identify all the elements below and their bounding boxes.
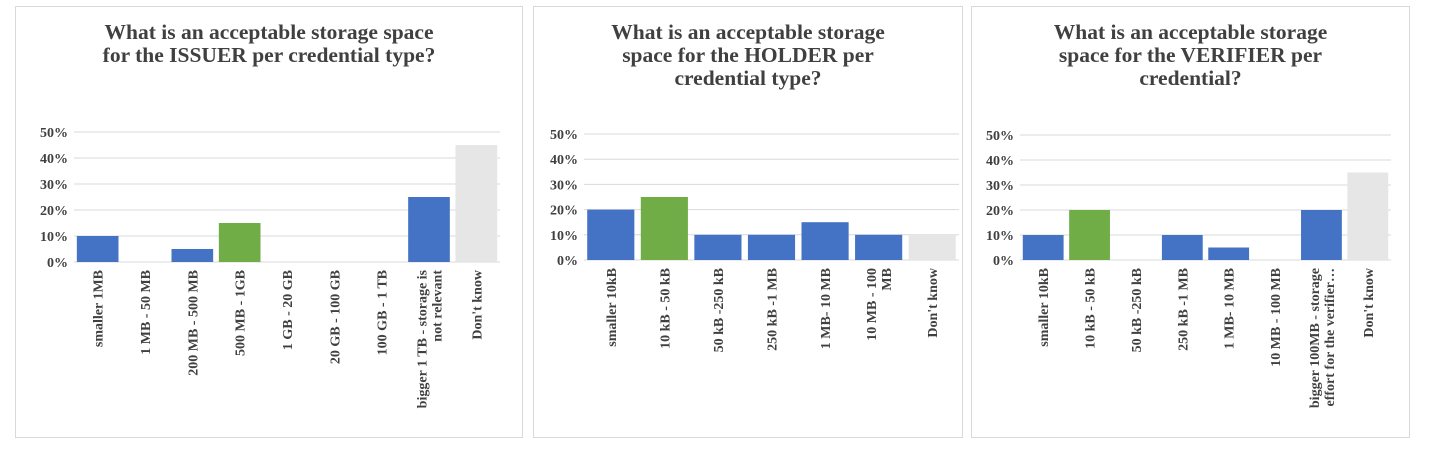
chart-title: What is an acceptable storage space for … <box>102 20 436 67</box>
y-tick-label: 0% <box>557 254 578 269</box>
y-tick-label: 30% <box>550 178 578 193</box>
bar <box>455 145 498 262</box>
x-tick-label: Don't know <box>926 267 941 338</box>
y-tick-label: 50% <box>550 128 578 143</box>
y-tick-label: 0% <box>47 256 68 271</box>
bar <box>1161 235 1203 260</box>
y-tick-label: 30% <box>40 178 68 193</box>
x-tick-label: 50 kB -250 kB <box>712 268 727 352</box>
x-tick-label: 250 kB -1 MB <box>1176 268 1191 351</box>
x-tick-label: 100 GB - 1 TB <box>376 270 391 355</box>
x-tick-label-line: 10 kB - 50 kB <box>658 268 673 349</box>
x-tick-label-line: 200 MB - 500 MB <box>186 270 201 376</box>
chart-title: What is an acceptable storage space for … <box>611 20 885 90</box>
x-tick-label-line: 500 MB - 1GB <box>234 270 249 356</box>
x-tick-label-line: Don't know <box>470 269 485 340</box>
bar <box>855 234 903 260</box>
x-tick-label: 1 MB - 50 MB <box>139 270 154 355</box>
x-tick-label: Don't know <box>1362 267 1377 338</box>
x-tick-label-line: 1 MB- 10 MB <box>1223 268 1238 349</box>
x-tick-label: 500 MB - 1GB <box>234 270 249 356</box>
y-tick-label: 10% <box>986 229 1014 244</box>
x-tick-label-line: 100 GB - 1 TB <box>376 270 391 355</box>
x-tick-label-line: 250 kB -1 MB <box>1176 268 1191 351</box>
bar <box>76 236 119 262</box>
x-tick-label: 10 MB - 100 MB <box>865 268 895 341</box>
bar <box>218 223 261 262</box>
x-tick-label-line: 50 kB -250 kB <box>1130 268 1145 352</box>
bar <box>408 197 450 262</box>
bar <box>694 234 742 260</box>
y-tick-label: 10% <box>40 230 68 245</box>
x-tick-label: 250 kB -1 MB <box>766 268 781 351</box>
x-tick-label-line: smaller 10kB <box>1037 268 1052 347</box>
x-tick-label: 50 kB -250 kB <box>1130 268 1145 352</box>
chart-panel-issuer: What is an acceptable storage space for … <box>15 6 523 438</box>
y-tick-label: 10% <box>550 229 578 244</box>
bar <box>587 209 635 260</box>
x-tick-label-line: bigger 100MB - storage <box>1308 268 1323 408</box>
x-tick-label-line: 10 kB - 50 kB <box>1084 268 1099 349</box>
x-tick-label: 10 kB - 50 kB <box>658 268 673 349</box>
x-tick-label-line: smaller 1MB <box>92 270 107 347</box>
x-tick-label-line: Don't know <box>926 267 941 338</box>
x-tick-label: 200 MB - 500 MB <box>186 270 201 376</box>
bar-chart-holder: 0% 10% 20% 30% 40% 50% smaller 10kB 10 kB - 50 … <box>550 128 959 352</box>
bar <box>908 234 956 260</box>
x-tick-label: smaller 1MB <box>92 270 107 347</box>
bar <box>1301 210 1342 260</box>
x-tick-label: smaller 10kB <box>605 268 620 347</box>
chart-title: What is an acceptable storage space for … <box>1053 20 1328 90</box>
x-tick-label: bigger 100MB - storage effort for the ver… <box>1308 268 1338 408</box>
y-tick-label: 20% <box>986 204 1014 219</box>
x-tick-label: 1 GB - 20 GB <box>281 270 296 350</box>
x-tick-label-line: 1 GB - 20 GB <box>281 270 296 350</box>
bar <box>801 222 849 260</box>
x-tick-label: smaller 10kB <box>1037 268 1052 347</box>
x-tick-label-line: smaller 10kB <box>605 268 620 347</box>
x-tick-label-line: 10 MB - 100 <box>865 268 880 341</box>
bar <box>640 197 688 260</box>
y-tick-label: 0% <box>993 254 1014 269</box>
bar <box>1208 247 1250 260</box>
bar-chart-verifier: 0% 10% 20% 30% 40% 50% smaller 10kB 10 kB - 50 … <box>986 129 1391 408</box>
y-tick-label: 50% <box>40 126 68 141</box>
x-tick-label: 1 MB- 10 MB <box>819 268 834 349</box>
y-tick-label: 40% <box>40 152 68 167</box>
y-tick-label: 20% <box>40 204 68 219</box>
y-tick-label: 50% <box>986 129 1014 144</box>
y-tick-label: 40% <box>986 154 1014 169</box>
chart-panel-holder: What is an acceptable storage space for … <box>533 6 963 438</box>
bar <box>1022 235 1064 260</box>
x-tick-label-line: 10 MB - 100 MB <box>1269 268 1284 367</box>
x-tick-label: Don't know <box>470 269 485 340</box>
x-tick-label-line: MB <box>880 268 895 291</box>
x-tick-label-line: bigger 1 TB - storage is <box>416 269 431 408</box>
chart-panel-verifier: What is an acceptable storage space for … <box>971 6 1410 438</box>
x-tick-label: bigger 1 TB - storage is not relevant <box>416 269 446 408</box>
x-tick-label-line: 1 MB - 50 MB <box>139 270 154 355</box>
x-tick-label-line: Don't know <box>1362 267 1377 338</box>
y-tick-label: 20% <box>550 204 578 219</box>
y-tick-label: 30% <box>986 179 1014 194</box>
bar-chart-issuer: 0% 10% 20% 30% 40% 50% smaller 1MB 1 MB - 50 MB… <box>40 126 500 408</box>
bar <box>747 234 796 260</box>
x-tick-label-line: 20 GB - 100 GB <box>328 270 343 364</box>
x-tick-label: 1 MB- 10 MB <box>1223 268 1238 349</box>
x-tick-label-line: 1 MB- 10 MB <box>819 268 834 349</box>
x-tick-label: 20 GB - 100 GB <box>328 270 343 364</box>
x-tick-label-line: 250 kB -1 MB <box>766 268 781 351</box>
x-tick-label: 10 kB - 50 kB <box>1084 268 1099 349</box>
bar <box>171 249 214 262</box>
x-tick-label-line: not relevant <box>431 270 446 342</box>
bar <box>1347 172 1389 260</box>
y-tick-label: 40% <box>550 153 578 168</box>
x-tick-label-line: 50 kB -250 kB <box>712 268 727 352</box>
x-tick-label: 10 MB - 100 MB <box>1269 268 1284 367</box>
bar <box>1069 210 1110 260</box>
x-tick-label-line: effort for the verifier… <box>1323 268 1338 407</box>
